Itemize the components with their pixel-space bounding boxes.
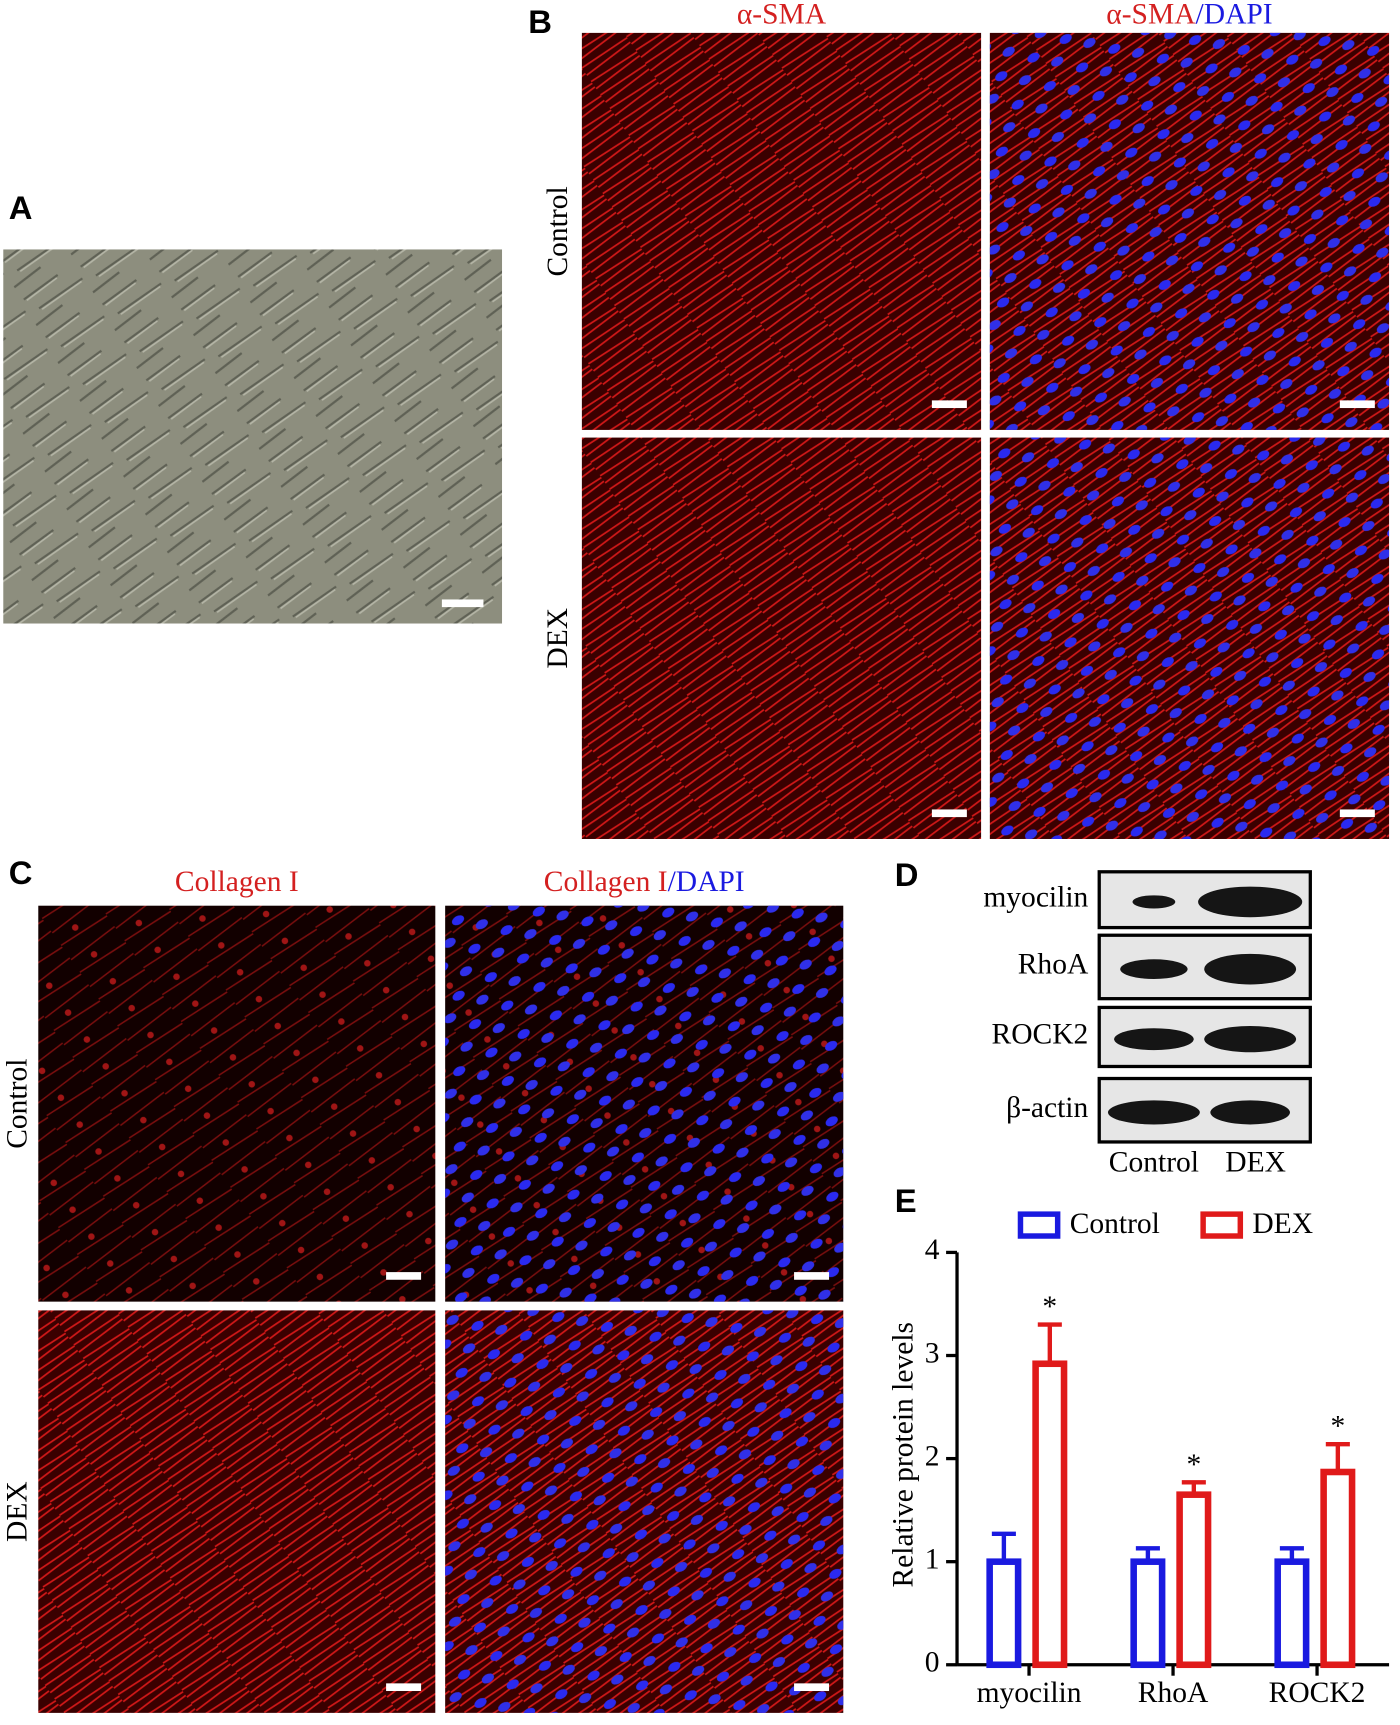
blot-band <box>1204 953 1297 985</box>
column-header: α-SMA <box>737 0 827 30</box>
fluorescence-image <box>38 1310 436 1713</box>
bar <box>1032 1360 1068 1669</box>
dapi-overlay <box>445 905 844 1302</box>
significance-label: * <box>1042 1291 1057 1323</box>
dapi-overlay <box>445 1310 844 1713</box>
scale-bar <box>794 1683 830 1692</box>
y-tick-label: 1 <box>925 1543 940 1575</box>
y-tick-label: 3 <box>925 1337 940 1369</box>
scale-bar <box>386 1683 422 1692</box>
protein-label: ROCK2 <box>992 1019 1089 1051</box>
x-tick-label: ROCK2 <box>1269 1677 1366 1709</box>
blot-band <box>1132 895 1176 909</box>
y-tick-label: 4 <box>925 1234 940 1266</box>
blot-band <box>1204 1026 1297 1053</box>
scale-bar <box>1339 400 1375 409</box>
y-tick-label: 2 <box>925 1440 940 1472</box>
scale-bar <box>931 400 967 409</box>
panel-label: D <box>895 856 919 893</box>
bar <box>1320 1468 1356 1669</box>
header-part: /DAPI <box>668 866 745 898</box>
header-part: /DAPI <box>1196 0 1273 30</box>
panel-label: C <box>9 854 33 891</box>
dapi-overlay <box>989 32 1390 430</box>
scale-bar <box>441 599 484 608</box>
panel-label: B <box>528 3 552 40</box>
blot-band <box>1198 886 1303 918</box>
panel-label: A <box>9 189 33 226</box>
protein-label: β-actin <box>1006 1092 1088 1124</box>
column-header: α-SMA/DAPI <box>1106 0 1272 30</box>
fluorescence-image <box>581 32 982 430</box>
significance-label: * <box>1330 1411 1345 1443</box>
header-part: α-SMA <box>737 0 827 30</box>
lane-label: DEX <box>1225 1147 1286 1179</box>
legend-label: Control <box>1070 1208 1160 1240</box>
blot-band <box>1120 959 1188 979</box>
bar <box>1130 1558 1166 1669</box>
x-tick-label: myocilin <box>977 1677 1082 1709</box>
row-label: Control <box>542 186 574 276</box>
phase-contrast-image <box>3 249 503 624</box>
panel-label: E <box>895 1182 917 1219</box>
lane-label: Control <box>1109 1147 1199 1179</box>
dapi-overlay <box>989 437 1390 839</box>
blot-band <box>1114 1028 1194 1051</box>
y-axis-label: Relative protein levels <box>887 1322 919 1588</box>
blot-band <box>1210 1100 1290 1125</box>
bar <box>1274 1558 1310 1669</box>
bar <box>986 1558 1022 1669</box>
scale-bar <box>794 1272 830 1280</box>
bar <box>1176 1491 1212 1669</box>
header-part: Collagen I <box>175 866 299 898</box>
y-tick-label: 0 <box>925 1647 940 1679</box>
column-header: Collagen I/DAPI <box>544 866 745 898</box>
blot-band <box>1107 1100 1200 1125</box>
legend-swatch <box>1200 1211 1244 1239</box>
scale-bar <box>931 809 967 818</box>
legend-label: DEX <box>1252 1208 1313 1240</box>
fluorescence-image <box>38 905 436 1302</box>
significance-label: * <box>1186 1449 1201 1481</box>
row-label: Control <box>1 1059 33 1149</box>
row-label: DEX <box>1 1481 33 1542</box>
fluorescence-image <box>581 437 982 839</box>
scale-bar <box>1339 809 1375 818</box>
protein-label: RhoA <box>1018 949 1089 981</box>
x-tick-label: RhoA <box>1138 1677 1209 1709</box>
scale-bar <box>386 1272 422 1280</box>
header-part: α-SMA <box>1106 0 1196 30</box>
column-header: Collagen I <box>175 866 299 898</box>
legend-swatch <box>1017 1211 1061 1239</box>
row-label: DEX <box>542 608 574 669</box>
protein-label: myocilin <box>983 881 1088 913</box>
header-part: Collagen I <box>544 866 668 898</box>
